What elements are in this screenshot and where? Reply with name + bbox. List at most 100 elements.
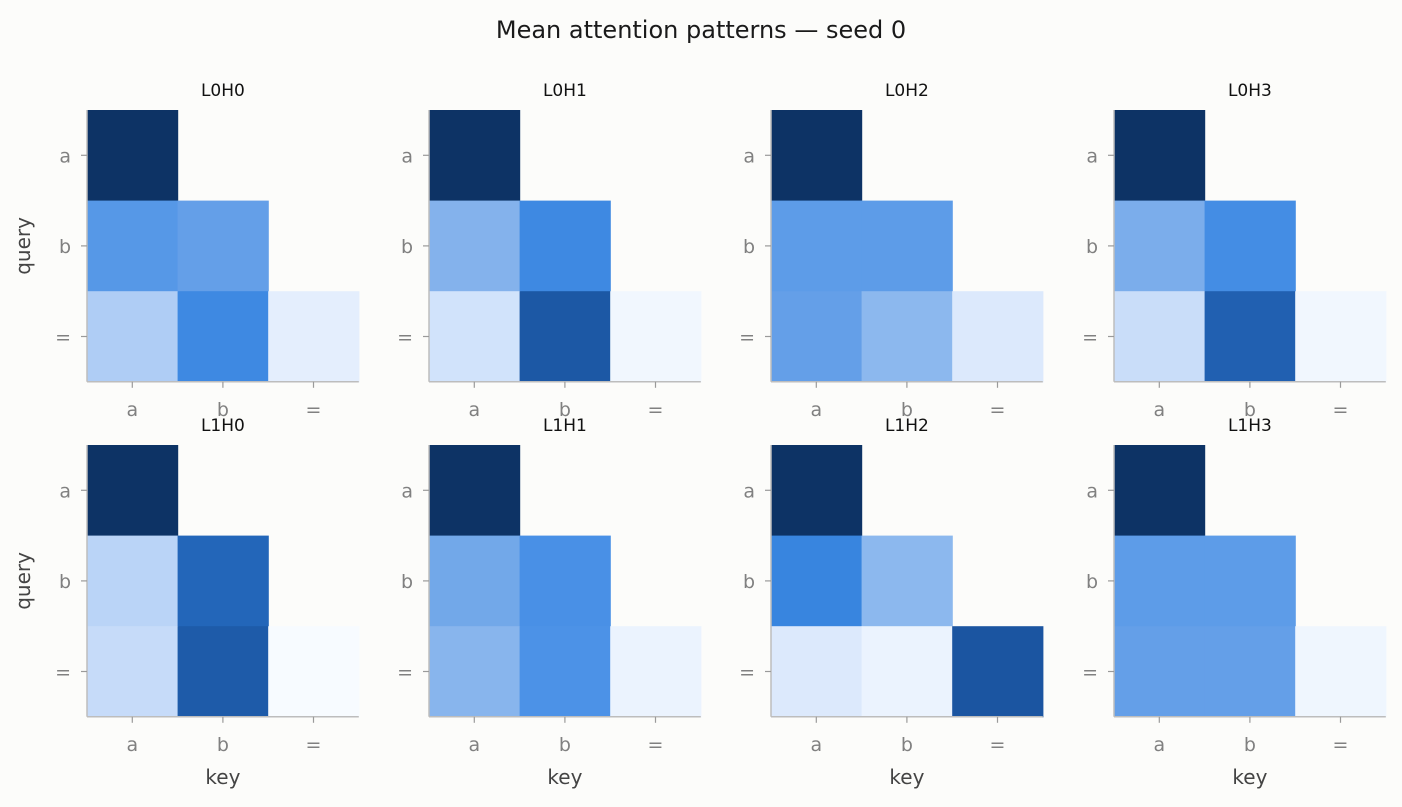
x-tick-label: a (126, 734, 138, 756)
heatmap-cell-=-= (268, 291, 360, 383)
panel-title: L0H2 (885, 81, 929, 101)
heatmap-cell-b-b (861, 200, 953, 292)
heatmap-panel-l1h3: L1H3 a b = a b = key (1082, 416, 1387, 789)
y-tick-label: a (59, 480, 71, 502)
heatmap-panel-l1h0: L1H0 a b = a b = key query (11, 416, 360, 789)
panel-title: L0H3 (1228, 81, 1272, 101)
y-tick-label: = (1082, 327, 1098, 349)
heatmap-cell-a-a (87, 110, 179, 202)
y-tick-label: a (401, 480, 413, 502)
y-axis-label: query (11, 552, 35, 610)
heatmap-cell-b-a (1114, 535, 1206, 627)
heatmap-cell-=-b (177, 291, 269, 383)
y-tick-label: b (743, 571, 755, 593)
y-tick-label: b (1086, 236, 1098, 258)
y-tick-label: b (59, 571, 71, 593)
y-tick-label: b (743, 236, 755, 258)
heatmap-cell-=-a (1114, 626, 1206, 718)
heatmap-cell-=-= (610, 291, 702, 383)
y-tick-label: a (1086, 480, 1098, 502)
x-axis-label: key (205, 765, 240, 789)
heatmap-cell-a-a (1114, 110, 1206, 202)
x-tick-label: = (306, 399, 322, 421)
heatmap-cell-=-= (610, 626, 702, 718)
x-tick-label: b (1244, 734, 1256, 756)
y-tick-label: b (401, 236, 413, 258)
heatmap-cell-=-a (87, 291, 179, 383)
heatmap-cell-=-= (1295, 291, 1387, 383)
y-tick-label: = (55, 662, 71, 684)
y-tick-label: b (59, 236, 71, 258)
x-tick-label: = (306, 734, 322, 756)
y-tick-label: = (55, 327, 71, 349)
y-tick-label: a (401, 145, 413, 167)
x-tick-label: = (990, 399, 1006, 421)
x-tick-label: a (1153, 734, 1165, 756)
y-tick-label: a (743, 480, 755, 502)
heatmap-cell-=-a (429, 626, 521, 718)
y-tick-label: = (1082, 662, 1098, 684)
heatmap-cell-=-b (861, 291, 953, 383)
figure-title: Mean attention patterns — seed 0 (496, 16, 906, 44)
heatmap-cell-=-= (952, 626, 1044, 718)
x-tick-label: b (1244, 399, 1256, 421)
heatmap-panel-l0h2: L0H2 a b = a b = (739, 81, 1044, 421)
x-axis-label: key (889, 765, 924, 789)
x-tick-label: = (1333, 399, 1349, 421)
panel-title: L1H1 (543, 416, 587, 436)
heatmap-panel-l1h1: L1H1 a b = a b = key (397, 416, 702, 789)
heatmap-cell-a-a (1114, 445, 1206, 537)
heatmap-cell-a-a (429, 110, 521, 202)
y-tick-label: b (401, 571, 413, 593)
heatmap-cell-=-b (861, 626, 953, 718)
heatmap-cell-a-a (771, 445, 863, 537)
y-tick-label: a (59, 145, 71, 167)
x-tick-label: b (217, 399, 229, 421)
panel-title: L1H0 (201, 416, 245, 436)
x-tick-label: b (559, 399, 571, 421)
panels-grid: L0H0 a b = a b = query L0H1 a b = a b = L0H2 a b = a b = L0H3 a… (11, 81, 1387, 789)
heatmap-cell-b-b (861, 535, 953, 627)
heatmap-cell-=-= (1295, 626, 1387, 718)
heatmap-cell-b-a (771, 535, 863, 627)
x-tick-label: a (126, 399, 138, 421)
y-tick-label: a (743, 145, 755, 167)
x-axis-label: key (547, 765, 582, 789)
heatmap-cell-=-b (1204, 291, 1296, 383)
panel-title: L0H0 (201, 81, 245, 101)
heatmap-cell-=-= (952, 291, 1044, 383)
heatmap-panel-l0h0: L0H0 a b = a b = query (11, 81, 360, 421)
heatmap-cell-a-a (429, 445, 521, 537)
y-tick-label: b (1086, 571, 1098, 593)
heatmap-cell-b-a (771, 200, 863, 292)
heatmap-cell-=-a (87, 626, 179, 718)
heatmap-cell-=-= (268, 626, 360, 718)
x-tick-label: b (217, 734, 229, 756)
heatmap-cell-b-a (87, 200, 179, 292)
panel-title: L1H3 (1228, 416, 1272, 436)
heatmap-cell-=-b (519, 291, 611, 383)
x-tick-label: a (810, 399, 822, 421)
heatmap-cell-b-b (1204, 535, 1296, 627)
heatmap-cell-b-b (519, 200, 611, 292)
y-tick-label: = (739, 662, 755, 684)
x-axis-label: key (1232, 765, 1267, 789)
panel-title: L0H1 (543, 81, 587, 101)
heatmap-panel-l1h2: L1H2 a b = a b = key (739, 416, 1044, 789)
heatmap-panel-l0h1: L0H1 a b = a b = (397, 81, 702, 421)
x-tick-label: = (990, 734, 1006, 756)
x-tick-label: a (810, 734, 822, 756)
heatmap-cell-b-b (177, 535, 269, 627)
heatmap-cell-b-a (429, 535, 521, 627)
heatmap-cell-=-a (771, 626, 863, 718)
x-tick-label: b (559, 734, 571, 756)
heatmap-cell-=-a (771, 291, 863, 383)
x-tick-label: b (901, 399, 913, 421)
heatmap-cell-b-b (519, 535, 611, 627)
x-tick-label: a (1153, 399, 1165, 421)
heatmap-cell-=-b (519, 626, 611, 718)
y-tick-label: = (739, 327, 755, 349)
x-tick-label: a (468, 399, 480, 421)
y-tick-label: = (397, 662, 413, 684)
